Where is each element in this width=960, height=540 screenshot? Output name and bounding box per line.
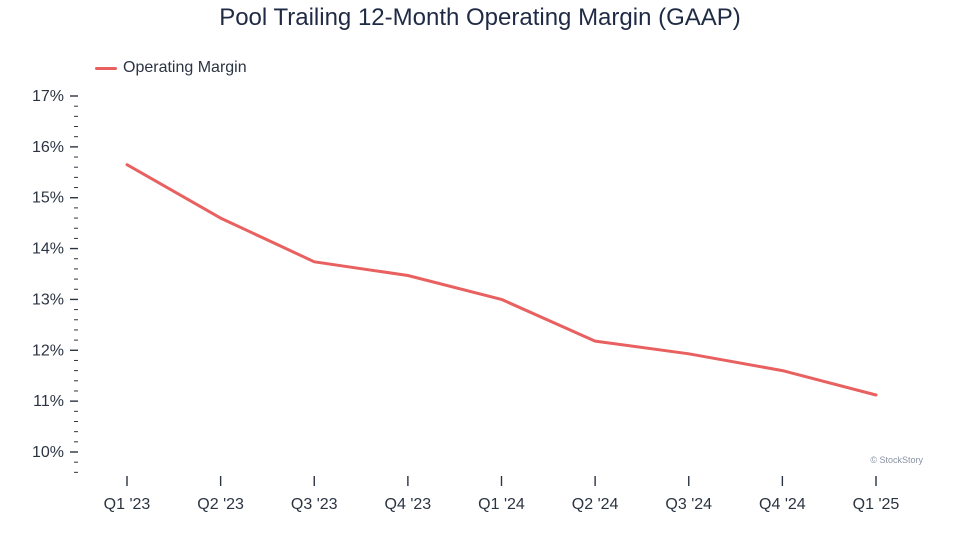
x-tick-label: Q1 '23 — [104, 496, 151, 513]
series-layer — [125, 163, 878, 397]
y-tick-label: 17% — [32, 88, 64, 105]
y-tick-label: 15% — [32, 190, 64, 207]
x-tick-label: Q3 '24 — [665, 496, 712, 513]
y-tick-label: 11% — [33, 393, 64, 410]
y-tick-label: 10% — [32, 444, 64, 461]
legend-label: Operating Margin — [123, 59, 247, 76]
y-tick-label: 12% — [32, 342, 64, 359]
legend: Operating Margin — [95, 59, 247, 77]
x-tick-label: Q1 '24 — [478, 496, 525, 513]
x-tick-label: Q1 '25 — [853, 496, 900, 513]
y-tick-label: 13% — [32, 291, 64, 308]
y-tick-label: 16% — [32, 139, 64, 156]
x-tick-label: Q2 '23 — [197, 496, 244, 513]
y-tick-label: 14% — [32, 241, 64, 258]
x-tick-label: Q4 '24 — [759, 496, 806, 513]
x-axis: Q1 '23 Q2 '23 Q3 '23 Q4 '23 Q1 '24 Q2 '24 Q3 '… — [104, 476, 900, 513]
series-line — [125, 163, 878, 397]
x-tick-label: Q3 '23 — [291, 496, 338, 513]
watermark: © StockStory — [870, 455, 923, 465]
x-tick-label: Q4 '23 — [385, 496, 432, 513]
legend-swatch — [95, 66, 117, 70]
y-axis: 10% 11% 12% 13% 14% 15% 16% 17% — [32, 88, 78, 473]
chart-title: Pool Trailing 12-Month Operating Margin … — [219, 4, 741, 31]
x-tick-label: Q2 '24 — [572, 496, 619, 513]
